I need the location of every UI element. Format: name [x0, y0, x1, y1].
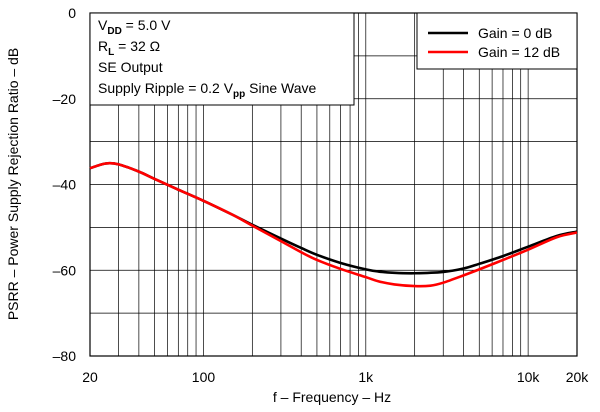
annotation-vdd: VDD = 5.0 V	[98, 17, 171, 37]
legend-label-gain-0db: Gain = 0 dB	[478, 25, 552, 41]
series-line-gain-0db	[89, 161, 578, 275]
x-tick-label: 20k	[566, 369, 590, 385]
legend-label-gain-12db: Gain = 12 dB	[478, 44, 560, 60]
annotation-box: VDD = 5.0 V RL = 32 Ω SE Output Supply R…	[89, 12, 355, 106]
series-group	[89, 161, 578, 288]
series-line-gain-12db	[89, 161, 578, 288]
x-tick-label: 20	[82, 369, 98, 385]
y-tick-label: –80	[53, 348, 77, 364]
y-axis-label: PSRR – Power Supply Rejection Ratio – dB	[5, 48, 21, 320]
annotation-rl: RL = 32 Ω	[98, 38, 160, 58]
y-tick-label: 0	[68, 5, 76, 21]
annotation-se-output: SE Output	[98, 59, 163, 75]
annotation-supply-ripple: Supply Ripple = 0.2 Vpp Sine Wave	[98, 80, 317, 100]
y-tick-label: –40	[53, 177, 77, 193]
y-tick-label: –20	[53, 91, 77, 107]
y-tick-label: –60	[53, 262, 77, 278]
legend: Gain = 0 dB Gain = 12 dB	[416, 12, 578, 70]
x-tick-label: 10k	[517, 369, 541, 385]
x-axis-label: f – Frequency – Hz	[273, 389, 391, 405]
tick-labels: 20 100 1k 10k 20k 0 –20 –40 –60 –80	[53, 5, 590, 385]
x-tick-label: 100	[192, 369, 216, 385]
x-tick-label: 1k	[358, 369, 374, 385]
